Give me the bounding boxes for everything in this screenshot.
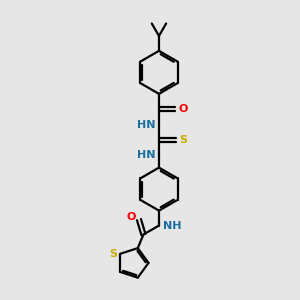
Text: O: O: [178, 104, 188, 114]
Text: S: S: [179, 135, 187, 145]
Text: HN: HN: [137, 150, 155, 160]
Text: O: O: [127, 212, 136, 222]
Text: NH: NH: [163, 220, 181, 230]
Text: HN: HN: [137, 120, 155, 130]
Text: S: S: [109, 249, 117, 259]
